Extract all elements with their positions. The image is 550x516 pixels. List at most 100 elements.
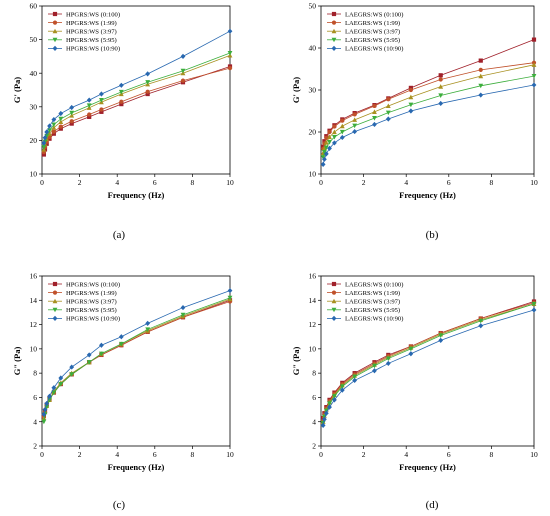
y-axis-title: G" (Pa)	[12, 347, 22, 376]
x-tick-label: 10	[226, 450, 234, 459]
data-point	[118, 341, 124, 347]
legend-marker	[52, 11, 58, 17]
data-point	[86, 352, 92, 358]
legend-entry: HPGRS:WS (5:95)	[66, 307, 117, 314]
panel-label: (d)	[426, 499, 439, 511]
data-point	[531, 62, 537, 67]
data-point	[478, 318, 484, 324]
data-point	[180, 53, 186, 59]
legend-entry: HPGRS:WS (10:90)	[66, 316, 120, 323]
data-point	[180, 312, 186, 318]
data-point	[118, 82, 124, 88]
series-line	[43, 67, 231, 153]
series-line	[43, 55, 231, 150]
data-point	[320, 161, 326, 167]
data-point	[438, 84, 444, 89]
legend-entry: LAEGRS:WS (3:97)	[345, 299, 400, 306]
data-point	[44, 400, 50, 407]
data-point	[332, 140, 337, 146]
data-point	[323, 410, 329, 416]
series-line	[322, 62, 535, 149]
x-tick-label: 8	[191, 178, 195, 187]
x-tick-label: 6	[447, 450, 451, 459]
data-point	[385, 116, 391, 122]
data-point	[41, 415, 47, 421]
legend-entry: HPGRS:WS (0:100)	[66, 11, 120, 18]
data-point	[47, 393, 52, 399]
data-point	[86, 97, 92, 103]
data-point	[51, 385, 57, 391]
data-point	[340, 118, 345, 123]
series-3	[320, 74, 537, 160]
y-tick-label: 12	[309, 320, 317, 329]
series-1	[41, 66, 233, 155]
y-tick-label: 14	[309, 296, 317, 305]
y-tick-label: 30	[30, 102, 38, 111]
data-point	[531, 301, 537, 307]
data-point	[227, 50, 233, 56]
data-point	[99, 342, 104, 348]
legend-marker	[331, 298, 337, 304]
data-point	[227, 295, 233, 301]
legend-entry: HPGRS:WS (10:90)	[66, 46, 120, 53]
data-point	[408, 102, 414, 108]
data-point	[339, 387, 345, 393]
y-tick-label: 30	[309, 86, 317, 95]
data-point	[352, 128, 358, 135]
y-tick-label: 6	[33, 393, 37, 402]
legend-entry: LAEGRS:WS (10:90)	[345, 316, 403, 323]
data-point	[332, 394, 337, 399]
legend-marker	[331, 28, 337, 34]
legend-marker	[52, 315, 58, 321]
legend-marker	[331, 290, 337, 295]
y-tick-label: 40	[309, 44, 317, 53]
data-point	[87, 112, 92, 117]
legend-marker	[331, 20, 337, 25]
data-point	[41, 152, 46, 157]
x-tick-label: 2	[78, 178, 82, 187]
series-4	[41, 287, 233, 418]
legend-marker	[331, 37, 337, 43]
data-point	[119, 102, 124, 107]
y-tick-label: 8	[312, 369, 316, 378]
y-tick-label: 60	[30, 2, 38, 11]
series-4	[320, 307, 537, 428]
x-tick-label: 4	[404, 178, 408, 187]
data-point	[531, 37, 537, 42]
data-point	[322, 156, 327, 162]
legend-marker	[52, 45, 58, 51]
y-tick-label: 10	[30, 344, 38, 353]
x-tick-label: 10	[530, 450, 538, 459]
data-point	[99, 97, 104, 103]
x-tick-label: 8	[490, 450, 494, 459]
data-point	[372, 109, 377, 114]
legend: HPGRS:WS (0:100) HPGRS:WS (1:99) HPGRS:WS …	[48, 281, 120, 323]
legend-entry: HPGRS:WS (1:99)	[66, 20, 117, 27]
legend-entry: LAEGRS:WS (0:100)	[345, 281, 403, 288]
data-point	[531, 82, 537, 88]
data-point	[58, 119, 64, 125]
data-point	[119, 99, 124, 104]
legend-marker	[331, 281, 337, 287]
panel-label: (a)	[113, 229, 126, 241]
legend-entry: LAEGRS:WS (1:99)	[345, 20, 400, 27]
legend-marker	[52, 290, 58, 295]
data-point	[385, 103, 391, 109]
y-tick-label: 6	[312, 393, 316, 402]
data-point	[385, 360, 391, 367]
data-point	[438, 73, 443, 78]
y-tick-label: 14	[30, 296, 38, 305]
data-point	[99, 91, 104, 97]
x-tick-label: 0	[319, 178, 323, 187]
series-1	[321, 60, 537, 151]
legend: LAEGRS:WS (0:100) LAEGRS:WS (1:99) LAEGRS:…	[327, 281, 403, 323]
data-point	[227, 66, 233, 71]
legend-entry: HPGRS:WS (1:99)	[66, 290, 117, 297]
data-point	[339, 129, 345, 135]
data-point	[327, 129, 332, 135]
data-point	[145, 327, 151, 332]
legend-marker	[52, 298, 58, 304]
data-point	[438, 100, 444, 107]
data-point	[118, 334, 124, 340]
